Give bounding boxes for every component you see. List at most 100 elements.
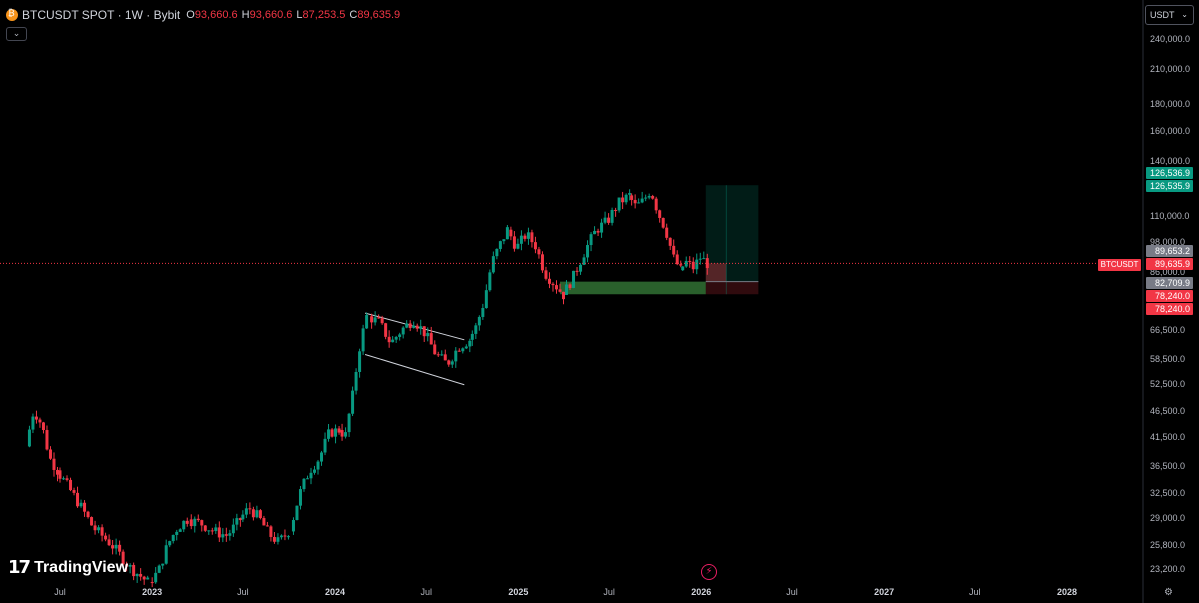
candle-down xyxy=(436,354,440,356)
candle-down xyxy=(672,245,676,255)
tradingview-mark-icon: 17 xyxy=(8,557,31,578)
candle-up xyxy=(495,248,499,257)
price-tick: 86,000.0 xyxy=(1150,266,1186,277)
candle-up xyxy=(491,256,495,273)
position-stop-zone xyxy=(705,281,759,295)
candle-down xyxy=(248,508,252,510)
candle-down xyxy=(533,242,537,250)
candle-up xyxy=(593,230,597,235)
close-label: C xyxy=(349,9,358,21)
candle-up xyxy=(361,328,365,352)
channel-line xyxy=(364,353,465,386)
candle-down xyxy=(34,416,38,420)
candle-up xyxy=(135,573,139,577)
candle-down xyxy=(688,260,692,262)
candle-up xyxy=(488,272,492,291)
candle-up xyxy=(637,202,641,204)
candle-up xyxy=(617,197,621,211)
candle-down xyxy=(265,525,269,527)
candle-up xyxy=(231,524,235,534)
candle-up xyxy=(579,264,583,272)
candle-up xyxy=(484,290,488,309)
candle-up xyxy=(464,346,468,349)
candle-down xyxy=(665,227,669,238)
candle-up xyxy=(450,361,454,365)
candle-down xyxy=(540,254,544,271)
price-label: 126,535.9 xyxy=(1146,180,1193,192)
bitcoin-icon xyxy=(6,8,18,21)
candle-up xyxy=(468,340,472,347)
candle-down xyxy=(537,249,541,255)
time-tick: 2023 xyxy=(142,587,163,597)
tradingview-wordmark: TradingView xyxy=(34,558,129,576)
candle-down xyxy=(558,289,562,292)
bolt-icon[interactable]: ⚡ xyxy=(701,564,717,580)
candle-down xyxy=(76,492,80,507)
time-tick: Jul xyxy=(237,587,249,597)
candle-up xyxy=(235,518,239,525)
candle-up xyxy=(624,194,628,203)
candle-up xyxy=(193,518,197,527)
candle-up xyxy=(221,534,225,538)
candle-down xyxy=(258,510,262,519)
candle-up xyxy=(62,478,66,480)
candle-up xyxy=(582,257,586,265)
candle-up xyxy=(628,193,632,195)
candle-down xyxy=(118,544,122,552)
candle-down xyxy=(415,325,419,329)
candle-down xyxy=(705,258,709,269)
symbol-title: BTCUSDT SPOT · 1W · Bybit xyxy=(22,8,181,22)
candle-up xyxy=(157,565,161,573)
price-tick: 58,500.0 xyxy=(1150,354,1186,365)
time-tick: Jul xyxy=(420,587,432,597)
candles-layer xyxy=(27,189,709,588)
time-tick: 2027 xyxy=(874,587,895,597)
time-tick: 2025 xyxy=(508,587,529,597)
candle-up xyxy=(365,315,369,329)
candle-up xyxy=(309,472,313,479)
candle-up xyxy=(358,351,362,372)
position-open-pnl xyxy=(705,263,727,282)
candle-down xyxy=(380,318,384,324)
candle-up xyxy=(241,514,245,520)
candle-up xyxy=(79,502,83,507)
candle-down xyxy=(614,209,618,211)
candle-down xyxy=(387,336,391,343)
candle-down xyxy=(523,235,527,239)
time-tick: Jul xyxy=(969,587,981,597)
settings-icon[interactable]: ⚙ xyxy=(1164,587,1173,598)
price-tick: 23,200.0 xyxy=(1150,564,1186,574)
candle-down xyxy=(269,526,273,537)
price-tick: 180,000.0 xyxy=(1150,99,1191,110)
price-tick: 240,000.0 xyxy=(1150,34,1191,44)
collapse-legend-button[interactable]: ⌄ xyxy=(6,27,27,41)
candle-down xyxy=(633,199,637,204)
candle-down xyxy=(457,350,461,352)
candle-down xyxy=(224,534,228,536)
symbol-legend[interactable]: BTCUSDT SPOT · 1W · Bybit O93,660.6 H93,… xyxy=(6,8,404,22)
candle-down xyxy=(55,469,59,475)
support-zone xyxy=(559,281,706,295)
candle-down xyxy=(132,564,136,577)
low-label: L xyxy=(296,9,303,21)
candle-down xyxy=(551,283,555,286)
tradingview-logo[interactable]: 17 TradingView xyxy=(8,557,128,578)
candle-up xyxy=(228,533,232,536)
chevron-down-icon: ⌄ xyxy=(12,29,21,39)
candle-up xyxy=(526,232,530,239)
candle-down xyxy=(554,285,558,290)
candle-down xyxy=(429,333,433,345)
candle-down xyxy=(90,517,94,526)
candle-up xyxy=(244,508,248,515)
chevron-down-icon: ⌄ xyxy=(1181,10,1188,19)
candle-down xyxy=(125,564,129,567)
candle-down xyxy=(691,261,695,270)
candle-up xyxy=(214,527,218,532)
candle-down xyxy=(337,428,341,433)
currency-selector[interactable]: USDT ⌄ xyxy=(1145,5,1194,25)
candle-down xyxy=(384,323,388,337)
candle-up xyxy=(502,239,506,242)
candle-down xyxy=(210,530,214,532)
candle-up xyxy=(401,327,405,335)
